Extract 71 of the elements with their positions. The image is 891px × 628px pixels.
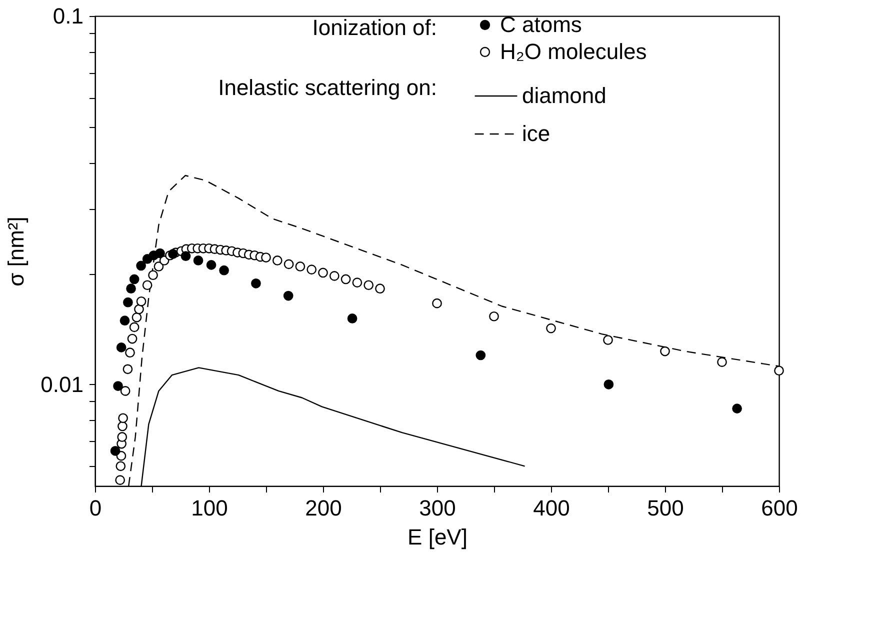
- x-tick-label: 100: [191, 496, 228, 520]
- annotation: Inelastic scattering on:: [218, 75, 437, 100]
- x-tick-label: 0: [89, 496, 102, 520]
- point: [206, 260, 216, 270]
- point: [375, 284, 385, 294]
- point: [148, 270, 158, 280]
- point: [272, 256, 282, 266]
- point: [142, 280, 152, 290]
- x-tick-label: 600: [761, 496, 798, 520]
- point: [732, 404, 742, 414]
- point: [113, 381, 123, 391]
- x-axis-title: E [eV]: [408, 524, 468, 550]
- point: [352, 278, 362, 288]
- legend-label: diamond: [522, 83, 606, 108]
- point: [364, 280, 374, 290]
- point: [660, 346, 670, 356]
- point: [284, 259, 294, 270]
- point: [123, 297, 133, 308]
- x-tick-label: 200: [305, 496, 342, 520]
- point: [155, 248, 165, 258]
- annotation: Ionization of:: [312, 15, 437, 40]
- point: [127, 334, 138, 344]
- y-tick-label: 0.1: [52, 4, 84, 28]
- y-axis-title: σ [nm²]: [4, 216, 29, 286]
- point: [603, 335, 613, 345]
- x-tick-label: 500: [647, 496, 684, 520]
- point: [295, 262, 306, 272]
- point: [116, 461, 126, 472]
- legend-label: ice: [522, 121, 550, 146]
- point: [306, 264, 317, 274]
- point: [717, 357, 727, 367]
- point: [116, 342, 126, 352]
- point: [318, 268, 328, 278]
- point: [132, 312, 142, 322]
- point: [168, 249, 178, 259]
- point: [120, 386, 130, 396]
- point: [115, 475, 126, 485]
- point: [476, 350, 486, 360]
- point: [122, 364, 133, 374]
- legend-label: H₂O molecules: [500, 39, 647, 64]
- point: [347, 314, 358, 324]
- point: [126, 284, 136, 294]
- point: [136, 296, 146, 306]
- point: [118, 413, 128, 424]
- point: [261, 252, 271, 262]
- point: [283, 290, 294, 301]
- point: [251, 278, 261, 288]
- point: [125, 348, 135, 358]
- point: [329, 271, 340, 281]
- point: [774, 366, 784, 376]
- point: [219, 265, 229, 276]
- point: [193, 256, 204, 266]
- legend-label: C atoms: [500, 12, 582, 37]
- point: [136, 260, 146, 271]
- point: [118, 421, 128, 432]
- point: [154, 262, 164, 272]
- point: [110, 446, 120, 456]
- point: [546, 323, 556, 334]
- point: [489, 311, 499, 322]
- point: [129, 274, 140, 284]
- point: [120, 316, 130, 326]
- point: [604, 379, 614, 390]
- point: [432, 298, 442, 308]
- y-tick-label: 0.01: [40, 372, 84, 397]
- x-tick-label: 300: [419, 496, 456, 520]
- x-tick-label: 400: [533, 496, 570, 520]
- point: [180, 251, 191, 262]
- point: [340, 274, 351, 284]
- point: [129, 322, 140, 332]
- point: [117, 432, 128, 442]
- point: [134, 304, 144, 314]
